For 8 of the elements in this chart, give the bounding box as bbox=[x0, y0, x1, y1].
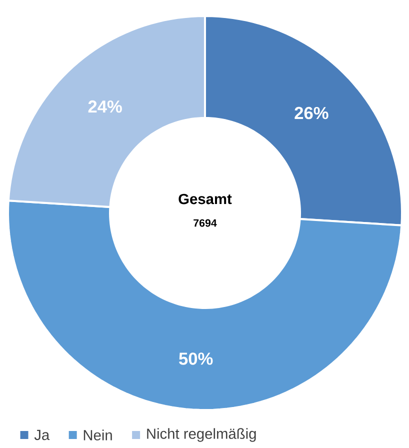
data-label: 50% bbox=[179, 352, 213, 365]
text: Gesamt bbox=[178, 194, 232, 204]
legend-label: Nicht regelmäßig bbox=[147, 428, 256, 442]
text: 7694 bbox=[194, 219, 217, 227]
legend-label: Nein bbox=[84, 430, 112, 440]
data-label: 26% bbox=[294, 106, 328, 120]
data-label: 24% bbox=[88, 100, 122, 113]
legend-label: Ja bbox=[34, 430, 50, 440]
